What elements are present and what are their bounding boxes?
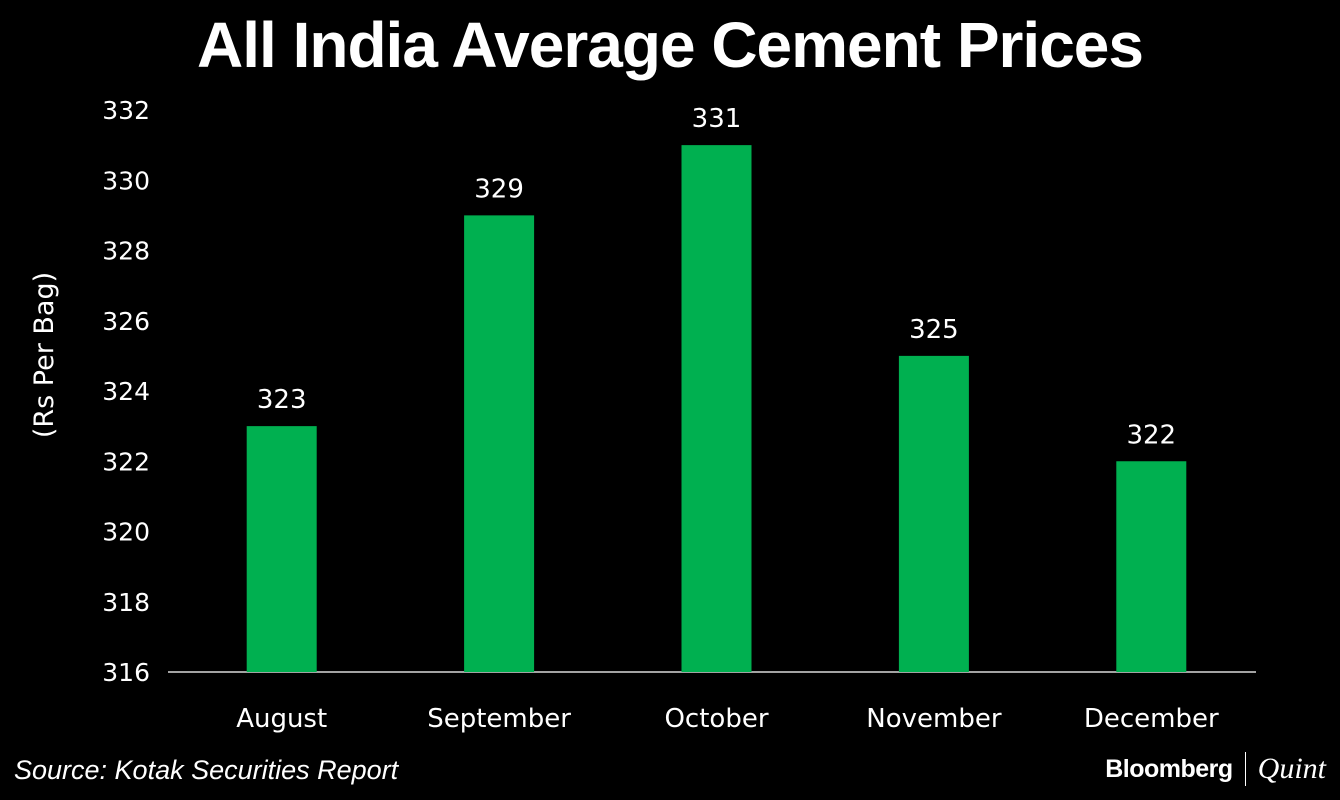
- data-label: 323: [257, 385, 307, 415]
- y-tick-label: 318: [102, 588, 150, 617]
- data-label: 325: [909, 315, 959, 345]
- x-tick-label: September: [427, 704, 571, 734]
- x-tick-label: November: [866, 704, 1002, 734]
- y-tick-label: 330: [102, 166, 150, 195]
- logo-divider: [1244, 752, 1246, 786]
- data-label: 329: [474, 174, 524, 204]
- bar-november: [898, 355, 969, 672]
- y-tick-label: 320: [102, 518, 150, 547]
- chart-title: All India Average Cement Prices: [197, 9, 1144, 81]
- bar-september: [464, 215, 535, 672]
- y-tick-label: 326: [102, 307, 150, 336]
- y-axis-label: (Rs Per Bag): [29, 271, 60, 439]
- x-tick-label: October: [664, 704, 768, 734]
- bar-august: [246, 426, 317, 672]
- bar-october: [681, 145, 752, 672]
- x-tick-label: December: [1084, 704, 1219, 734]
- y-tick-label: 324: [102, 377, 150, 406]
- data-label: 331: [692, 104, 742, 134]
- bloomberg-quint-logo: Bloomberg Quint: [1105, 752, 1326, 786]
- data-label: 322: [1126, 420, 1176, 450]
- x-tick-label: August: [236, 704, 327, 734]
- logo-brand: Bloomberg: [1105, 754, 1233, 783]
- y-tick-label: 316: [102, 658, 150, 687]
- source-note: Source: Kotak Securities Report: [14, 755, 399, 785]
- y-tick-label: 328: [102, 237, 150, 266]
- y-tick-label: 322: [102, 447, 150, 476]
- logo-sub: Quint: [1257, 752, 1326, 785]
- y-tick-label: 332: [102, 96, 150, 125]
- bar-december: [1116, 461, 1187, 672]
